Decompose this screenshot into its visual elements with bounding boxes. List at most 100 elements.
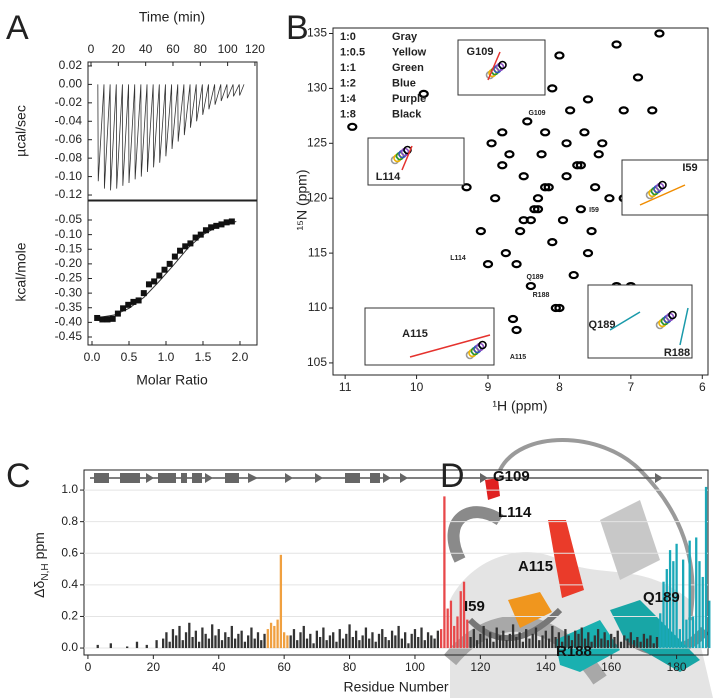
legend-ratio: 1:2 [340, 77, 356, 89]
y-tick-label: 0.2 [61, 609, 78, 623]
bar [646, 638, 649, 649]
bar [328, 635, 332, 649]
nmr-peak [547, 238, 558, 247]
bar [384, 636, 387, 649]
nmr-peak [547, 84, 558, 93]
bar [420, 627, 423, 649]
y-tick-label: -0.08 [55, 150, 83, 164]
bar [600, 638, 603, 649]
bar [708, 600, 711, 649]
y-title-main: Δδ [31, 580, 47, 597]
bar [292, 629, 296, 649]
data-point [120, 305, 127, 312]
x-tick-label: 160 [601, 660, 621, 674]
data-point [218, 221, 225, 228]
data-point [166, 260, 173, 267]
bar [639, 641, 642, 649]
bar [528, 638, 531, 649]
x-tick-label: 120 [245, 42, 265, 56]
shift-arrow [609, 311, 641, 331]
legend-ratio: 1:0 [340, 31, 356, 43]
nmr-peak [482, 259, 494, 269]
bar [171, 629, 175, 649]
bar [511, 624, 515, 649]
bar [302, 625, 305, 649]
bar [126, 646, 129, 649]
bar [413, 629, 417, 649]
y-axis-title: ΔδN,H ppm [31, 532, 51, 598]
nmr-peak [532, 205, 544, 214]
y-tick-label: -0.25 [55, 271, 83, 285]
data-point [151, 278, 158, 285]
bar [178, 625, 181, 649]
shift-arrow [639, 184, 686, 206]
x-tick-label: 100 [405, 660, 425, 674]
data-point [182, 243, 189, 250]
x-tick-label: 20 [112, 42, 126, 56]
bar [567, 635, 570, 649]
nmr-peak [554, 51, 565, 60]
bar [312, 643, 315, 649]
plot-frame [87, 61, 258, 201]
bar [462, 581, 466, 649]
nmr-peak [511, 259, 522, 269]
nmr-peak [518, 172, 529, 181]
data-point [161, 266, 168, 273]
peak-annotation: G109 [528, 110, 545, 117]
bar [498, 635, 502, 649]
bar [354, 630, 358, 649]
x-tick-label: 7 [628, 380, 635, 394]
nmr-peak [561, 139, 572, 148]
bar [240, 630, 243, 649]
nmr-peak [490, 194, 501, 203]
bar [207, 638, 211, 649]
y-tick-label: -0.35 [55, 300, 83, 314]
bar [230, 625, 233, 649]
bar [276, 619, 279, 649]
x-axis-title: Molar Ratio [136, 372, 208, 388]
y-title-sub: N,H [40, 563, 51, 580]
bar [247, 635, 250, 649]
bar [439, 629, 443, 649]
bar [489, 632, 492, 649]
inset-label: L114 [376, 171, 401, 183]
x-tick-label: 100 [218, 42, 238, 56]
bar [256, 632, 260, 649]
ss-strand [248, 473, 258, 483]
bar [623, 635, 626, 649]
bar [407, 643, 410, 649]
bar [642, 633, 646, 649]
bar [273, 625, 276, 649]
x-tick-label: 40 [139, 42, 153, 56]
bar [381, 629, 384, 649]
data-point [140, 290, 147, 297]
data-point [109, 315, 116, 322]
bar [109, 643, 112, 649]
bar [289, 635, 292, 649]
bar [96, 644, 99, 649]
inset-label: G109 [467, 46, 494, 58]
nmr-peak [347, 122, 358, 131]
x-tick-label: 11 [339, 380, 352, 394]
x-tick-label: 9 [485, 380, 492, 394]
bar [181, 640, 184, 649]
bar [590, 641, 593, 649]
ss-helix [158, 473, 176, 483]
bar [335, 641, 338, 649]
x-tick-label: 20 [147, 660, 161, 674]
bar [377, 633, 381, 649]
y-tick-label: 0.4 [61, 577, 78, 591]
bar [194, 630, 197, 649]
y-tick-label: -0.45 [55, 329, 83, 343]
y-tick-label: 110 [308, 300, 327, 314]
bar [698, 561, 701, 649]
bar [626, 638, 629, 649]
x-tick-label: 0 [88, 42, 95, 56]
structure-label: Q189 [643, 589, 680, 606]
inset-peak [498, 60, 507, 70]
bar [318, 636, 322, 649]
nmr-peak [568, 270, 579, 280]
panel-label: C [6, 457, 31, 495]
nmr-peak [540, 128, 551, 137]
bar [253, 638, 256, 649]
